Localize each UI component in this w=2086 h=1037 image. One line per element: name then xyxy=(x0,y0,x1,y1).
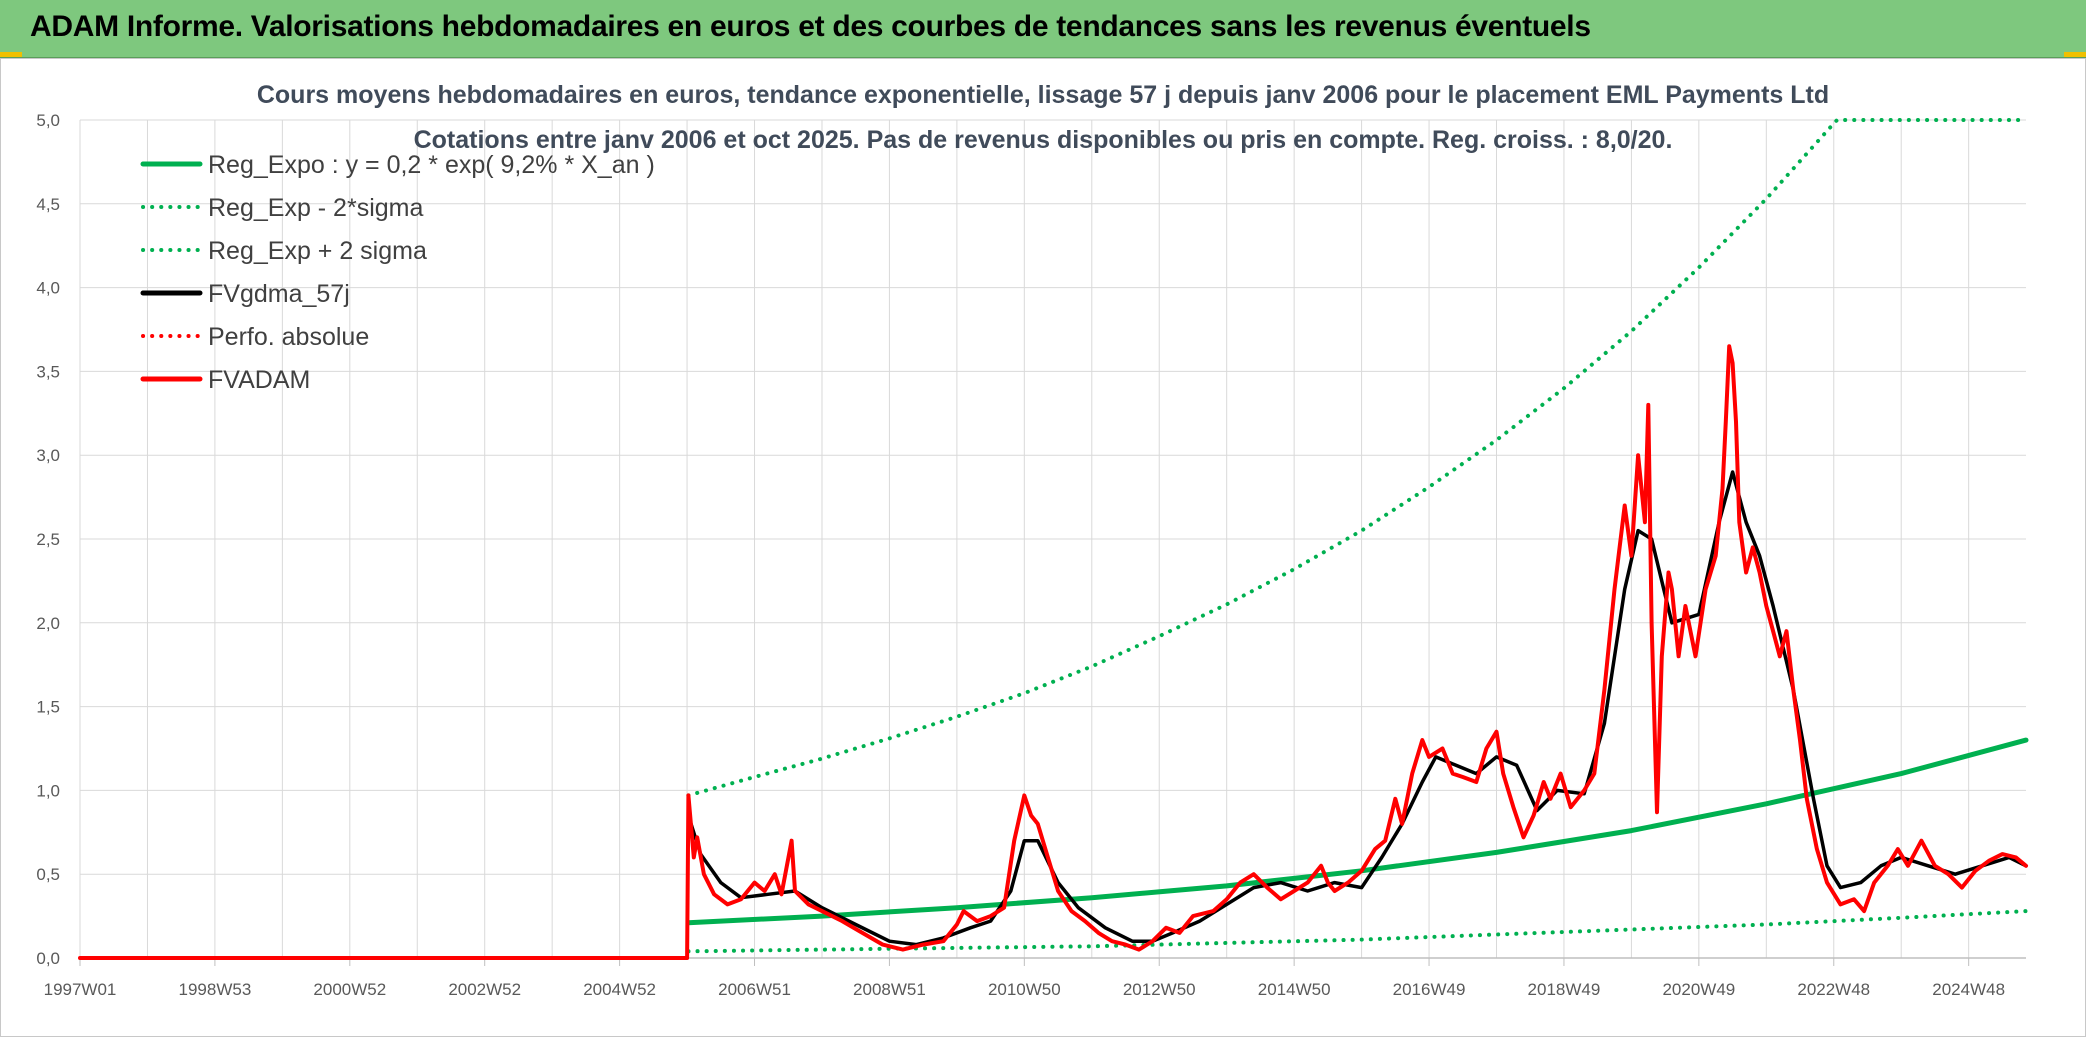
legend-label-1: Reg_Exp - 2*sigma xyxy=(208,194,423,222)
x-tick-label: 2018W49 xyxy=(1528,980,1601,999)
grid-lines xyxy=(79,119,2026,959)
x-tick-label: 2022W48 xyxy=(1797,980,1870,999)
x-tick-label: 2014W50 xyxy=(1258,980,1331,999)
y-tick-label: 0,5 xyxy=(36,865,60,884)
legend-label-0: Reg_Expo : y = 0,2 * exp( 9,2% * X_an ) xyxy=(208,151,655,179)
y-tick-label: 1,5 xyxy=(36,698,60,717)
series-layer xyxy=(78,118,2029,960)
series-line-3 xyxy=(686,470,2028,947)
x-tick-label: 2008W51 xyxy=(853,980,926,999)
x-tick-label: 1998W53 xyxy=(179,980,252,999)
x-tick-label: 2000W52 xyxy=(313,980,386,999)
y-tick-label: 5,0 xyxy=(36,111,60,130)
chart-title: Cours moyens hebdomadaires en euros, ten… xyxy=(257,81,1829,109)
corner-mark-right xyxy=(2064,52,2086,57)
y-tick-label: 0,0 xyxy=(36,949,60,968)
y-tick-label: 2,5 xyxy=(36,530,60,549)
x-tick-label: 1997W01 xyxy=(44,980,117,999)
x-tick-label: 2016W49 xyxy=(1393,980,1466,999)
x-tick-label: 2020W49 xyxy=(1662,980,1735,999)
y-tick-label: 4,5 xyxy=(36,195,60,214)
y-tick-label: 3,5 xyxy=(36,362,60,381)
report-banner: ADAM Informe. Valorisations hebdomadaire… xyxy=(0,0,2086,58)
x-axis-ticks: 1997W01 1998W53 2000W52 2002W52 2004W52 2006W… xyxy=(44,958,2005,999)
y-tick-label: 1,0 xyxy=(36,781,60,800)
corner-mark-left xyxy=(0,52,22,57)
y-tick-label: 4,0 xyxy=(36,279,60,298)
legend-label-3: FVgdma_57j xyxy=(208,280,350,308)
legend: Reg_Expo : y = 0,2 * exp( 9,2% * X_an ) R… xyxy=(140,151,655,394)
y-tick-label: 2,0 xyxy=(36,614,60,633)
x-tick-label: 2010W50 xyxy=(988,980,1061,999)
x-tick-label: 2024W48 xyxy=(1932,980,2005,999)
x-tick-label: 2002W52 xyxy=(448,980,521,999)
x-tick-label: 2012W50 xyxy=(1123,980,1196,999)
line-chart: 0,0 0,5 1,0 1,5 2,0 2,5 3,0 3,5 4,0 4,5 5,0 1997W0… xyxy=(36,81,2029,999)
report-title: ADAM Informe. Valorisations hebdomadaire… xyxy=(30,10,1591,43)
series-line-5 xyxy=(78,344,2028,960)
series-line-1 xyxy=(686,909,2028,954)
legend-label-4: Perfo. absolue xyxy=(208,323,369,351)
legend-label-5: FVADAM xyxy=(208,366,310,394)
x-tick-label: 2004W52 xyxy=(583,980,656,999)
chart-subtitle: Cotations entre janv 2006 et oct 2025. P… xyxy=(414,126,1673,154)
y-axis-ticks: 0,0 0,5 1,0 1,5 2,0 2,5 3,0 3,5 4,0 4,5 5,0 xyxy=(36,111,60,968)
legend-label-2: Reg_Exp + 2 sigma xyxy=(208,237,427,265)
x-tick-label: 2006W51 xyxy=(718,980,791,999)
y-tick-label: 3,0 xyxy=(36,446,60,465)
